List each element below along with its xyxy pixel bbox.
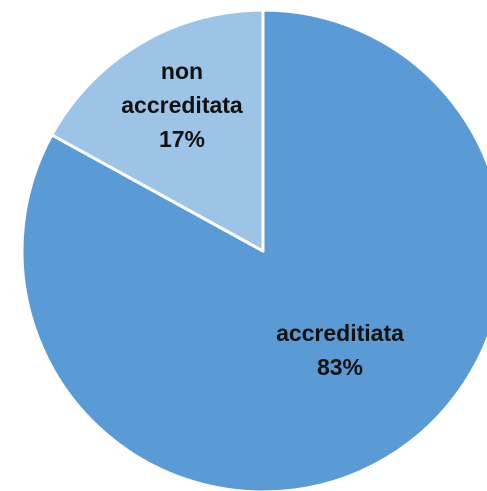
value-label: 83% xyxy=(316,354,364,380)
slice-label: non accreditata 17% xyxy=(87,54,277,156)
slice-label: accreditiata 83% xyxy=(245,316,435,384)
pie-slice xyxy=(20,8,487,491)
value-label: 17% xyxy=(158,126,206,152)
pie-slice xyxy=(50,8,265,253)
category-label: non accreditata xyxy=(121,58,243,118)
category-label: accreditiata xyxy=(276,320,404,346)
